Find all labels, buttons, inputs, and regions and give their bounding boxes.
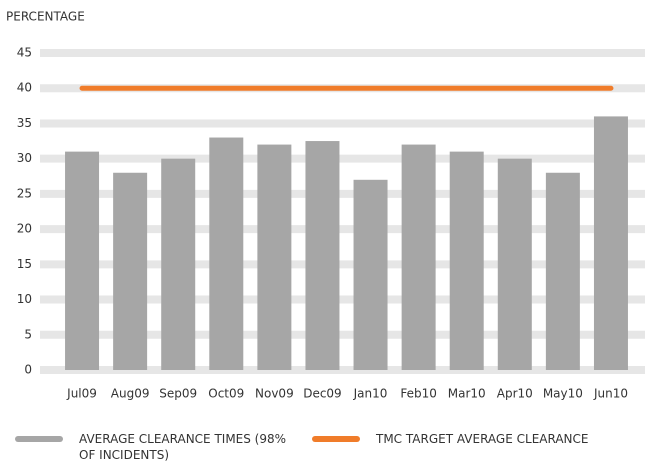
- x-tick-label: Jan10: [353, 387, 388, 401]
- bar: [257, 144, 292, 370]
- legend-label: AVERAGE CLEARANCE TIMES (98% OF INCIDENT…: [79, 432, 287, 462]
- y-tick-label: 5: [24, 327, 32, 341]
- y-tick-label: 15: [17, 257, 32, 271]
- bar: [113, 172, 148, 370]
- legend-item: AVERAGE CLEARANCE TIMES (98% OF INCIDENT…: [15, 431, 299, 463]
- x-tick-label: Oct09: [208, 387, 244, 401]
- x-tick-label: Mar10: [448, 387, 486, 401]
- x-tick-label: Feb10: [400, 387, 437, 401]
- x-tick-label: Apr10: [497, 387, 533, 401]
- x-tick-label: Jul09: [66, 387, 97, 401]
- x-tick-label: Jun10: [593, 387, 628, 401]
- bar: [161, 158, 196, 370]
- y-tick-label: 10: [17, 292, 32, 306]
- x-tick-label: Dec09: [303, 387, 342, 401]
- legend-item: TMC TARGET AVERAGE CLEARANCE: [312, 431, 649, 447]
- bar: [305, 141, 340, 370]
- bar: [65, 151, 100, 370]
- x-tick-label: Nov09: [255, 387, 294, 401]
- x-tick-label: May10: [543, 387, 583, 401]
- chart: PERCENTAGE 0 5 10 15 20 25 30 35 40 45 Jul09 Aug09 S…: [6, 10, 645, 401]
- bar: [497, 158, 532, 370]
- bar: [353, 179, 388, 370]
- y-tick-label: 45: [17, 46, 32, 60]
- y-tick-label: 25: [17, 186, 32, 200]
- x-tick-label: Aug09: [111, 387, 150, 401]
- bar: [401, 144, 436, 370]
- y-tick-label: 35: [17, 116, 32, 130]
- bar: [545, 172, 580, 370]
- y-tick-label: 30: [17, 151, 32, 165]
- bar: [209, 137, 244, 370]
- legend-swatch: [312, 436, 360, 442]
- bar: [593, 116, 628, 371]
- legend-label: TMC TARGET AVERAGE CLEARANCE: [376, 432, 589, 446]
- legend-swatch: [15, 436, 63, 442]
- y-tick-label: 40: [17, 81, 32, 95]
- x-tick-label: Sep09: [159, 387, 197, 401]
- y-tick-label: 20: [17, 222, 32, 236]
- bar: [449, 151, 484, 370]
- y-axis-label: PERCENTAGE: [6, 10, 85, 24]
- y-tick-label: 0: [24, 363, 32, 377]
